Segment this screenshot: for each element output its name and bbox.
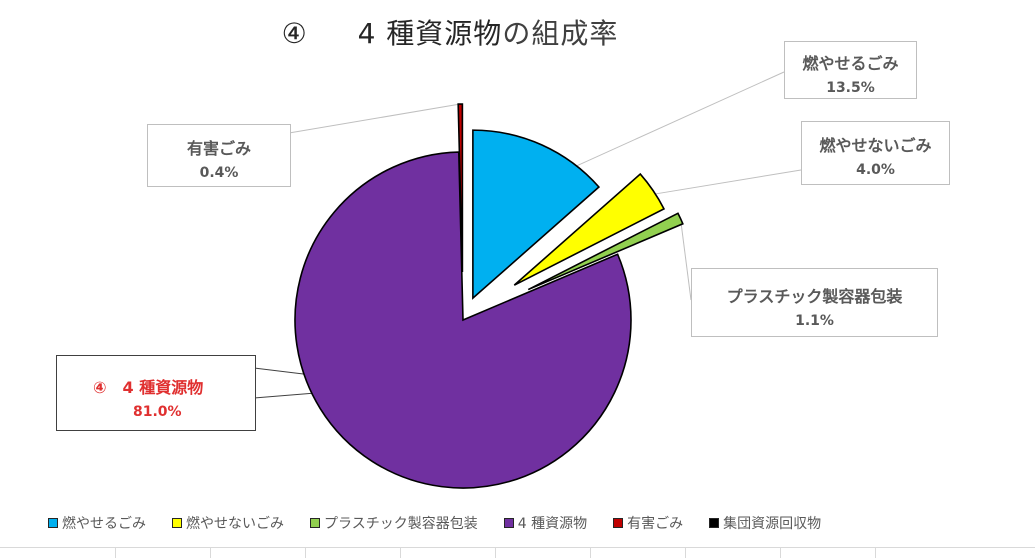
legend-swatch-plastic [310,518,320,528]
slice-hazardous [457,103,464,273]
chart-title-number: ④ [281,17,308,50]
slice-plastic-leader [679,218,692,301]
slice-burnable [472,129,601,300]
legend-label-plastic: プラスチック製容器包装 [324,516,478,532]
chart-legend: 燃やせるごみ 燃やせないごみ プラスチック製容器包装 4 種資源物 有害ごみ 集… [48,513,821,533]
callout-hazardous-name: 有害ごみ [186,139,251,158]
legend-label-burnable: 燃やせるごみ [62,516,146,532]
slice-nonburnable-leader [646,169,802,196]
legend-item-plastic: プラスチック製容器包装 [310,513,478,533]
legend-label-nonburnable: 燃やせないごみ [186,516,284,532]
legend-label-hazardous: 有害ごみ [627,516,684,532]
chart-title: ④ 4 種資源物の組成率 [0,12,900,52]
callout-plastic-value: 1.1% [795,313,834,329]
legend-swatch-nonburnable [172,518,182,528]
legend-swatch-burnable [48,518,58,528]
callout-hazardous-value: 0.4% [199,165,239,181]
callout-nonburnable-name: 燃やせないごみ [819,136,932,155]
chart-title-suffix: の組成率 [502,17,619,50]
legend-swatch-four-resources [503,518,514,528]
slice-four-resources [294,151,632,489]
callout-burnable-name: 燃やせるごみ [802,54,899,73]
callout-four-resources: ④ 4 種資源物 81.0% [56,355,256,431]
slice-nonburnable [513,172,666,286]
slice-hazardous-leader [288,103,461,134]
legend-item-nonburnable: 燃やせないごみ [172,513,284,533]
callout-plastic-name: プラスチック製容器包装 [726,287,903,306]
sheet-grid-strip [0,547,1035,558]
callout-four-resources-value: 81.0% [133,404,182,420]
callout-hazardous: 有害ごみ 0.4% [147,124,291,187]
legend-swatch-group-collection [709,518,720,528]
callout-nonburnable-value: 4.0% [856,162,895,178]
chart-title-main: 4 種資源物 [357,17,503,50]
legend-label-four-resources: 4 種資源物 [517,516,588,532]
legend-label-group-collection: 集団資源回収物 [723,516,822,532]
legend-item-hazardous: 有害ごみ [613,513,683,533]
legend-item-four-resources: 4 種資源物 [503,513,588,533]
callout-burnable-value: 13.5% [826,80,875,96]
legend-item-burnable: 燃やせるごみ [48,513,146,533]
slice-plastic [527,212,684,291]
legend-swatch-hazardous [613,518,624,528]
callout-plastic: プラスチック製容器包装 1.1% [691,268,938,337]
pie-slices [294,103,684,489]
callout-four-resources-name: ④ 4 種資源物 [93,378,204,397]
callout-burnable: 燃やせるごみ 13.5% [784,41,917,99]
callout-nonburnable: 燃やせないごみ 4.0% [801,121,950,185]
legend-item-group-collection: 集団資源回収物 [709,513,821,533]
